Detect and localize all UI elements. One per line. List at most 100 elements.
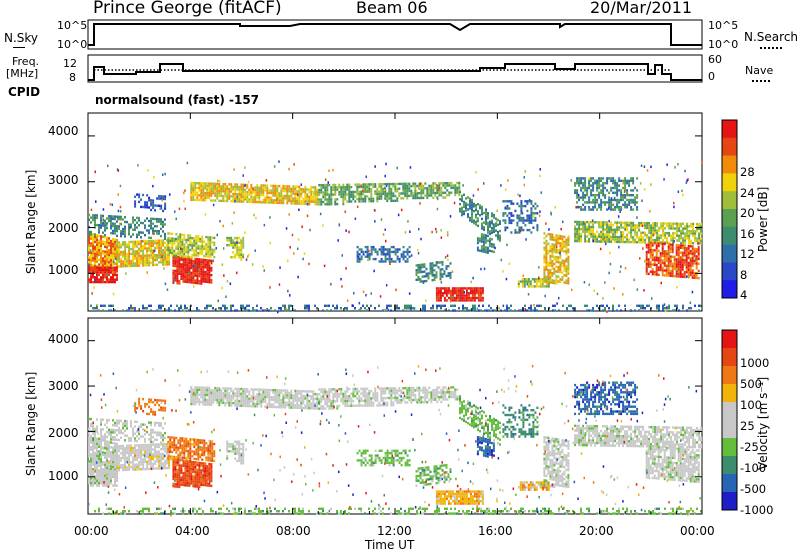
- scatter-cell: [136, 233, 138, 236]
- scatter-cell: [504, 219, 507, 222]
- speckle-cell: [89, 249, 92, 252]
- scatter-cell: [124, 243, 127, 246]
- scatter-cell: [402, 187, 405, 190]
- scatter-cell: [116, 225, 118, 228]
- scatter-cell: [590, 201, 593, 204]
- scatter-cell: [380, 183, 383, 186]
- scatter-cell: [232, 246, 235, 249]
- scatter-cell: [304, 200, 307, 203]
- scatter-cell: [551, 260, 554, 263]
- scatter-cell: [152, 222, 154, 225]
- scatter-cell: [216, 187, 219, 190]
- scatter-cell: [695, 274, 698, 277]
- speckle-cell: [95, 200, 97, 203]
- scatter-cell: [574, 230, 577, 233]
- scatter-cell: [118, 258, 121, 261]
- scatter-cell: [188, 281, 191, 284]
- scatter-cell: [549, 281, 552, 284]
- velocity-cb-100: 100: [740, 398, 762, 412]
- scatter-cell: [104, 468, 106, 471]
- scatter-cell: [568, 304, 570, 307]
- scatter-cell: [280, 199, 283, 202]
- scatter-cell: [467, 208, 469, 211]
- scatter-cell: [685, 254, 688, 257]
- scatter-cell: [634, 224, 637, 227]
- scatter-cell: [150, 239, 153, 243]
- scatter-cell: [414, 184, 417, 188]
- scatter-cell: [316, 203, 319, 206]
- scatter-cell: [276, 194, 279, 197]
- scatter-cell: [344, 186, 347, 189]
- scatter-cell: [187, 234, 190, 237]
- speckle-cell: [451, 295, 454, 299]
- scatter-cell: [430, 187, 433, 190]
- scatter-cell: [584, 232, 587, 236]
- scatter-cell: [436, 304, 438, 307]
- scatter-cell: [563, 245, 566, 248]
- scatter-cell: [100, 467, 102, 471]
- speckle-cell: [409, 230, 411, 233]
- scatter-cell: [446, 184, 449, 187]
- scatter-cell: [224, 183, 227, 186]
- scatter-cell: [630, 226, 633, 229]
- scatter-cell: [398, 187, 401, 190]
- scatter-cell: [232, 241, 235, 244]
- scatter-cell: [197, 247, 200, 250]
- scatter-cell: [504, 200, 507, 203]
- scatter-cell: [172, 262, 175, 265]
- scatter-cell: [474, 304, 476, 307]
- scatter-cell: [191, 244, 194, 247]
- scatter-cell: [196, 274, 199, 278]
- scatter-cell: [394, 199, 397, 202]
- scatter-cell: [226, 185, 229, 188]
- scatter-cell: [90, 221, 92, 224]
- scatter-cell: [190, 276, 193, 279]
- scatter-cell: [488, 244, 491, 248]
- scatter-cell: [128, 225, 130, 229]
- scatter-cell: [108, 273, 110, 277]
- scatter-cell: [584, 177, 587, 180]
- scatter-cell: [124, 245, 127, 249]
- scatter-cell: [384, 248, 387, 251]
- scatter-cell: [525, 278, 528, 281]
- scatter-cell: [194, 193, 197, 197]
- scatter-cell: [676, 224, 679, 228]
- scatter-cell: [499, 239, 501, 242]
- scatter-cell: [114, 227, 116, 230]
- scatter-cell: [314, 198, 317, 201]
- scatter-cell: [248, 309, 250, 312]
- scatter-cell: [150, 208, 153, 212]
- scatter-cell: [440, 189, 443, 192]
- scatter-cell: [160, 304, 162, 307]
- scatter-cell: [98, 477, 100, 480]
- scatter-cell: [586, 309, 588, 312]
- scatter-cell: [406, 189, 409, 193]
- scatter-cell: [578, 184, 581, 187]
- scatter-cell: [88, 417, 90, 421]
- scatter-cell: [578, 225, 581, 228]
- scatter-cell: [626, 228, 629, 232]
- scatter-cell: [482, 245, 485, 249]
- scatter-cell: [92, 249, 94, 253]
- scatter-cell: [690, 307, 692, 310]
- scatter-cell: [240, 193, 243, 196]
- scatter-cell: [626, 233, 629, 236]
- scatter-cell: [146, 264, 149, 267]
- scatter-cell: [158, 232, 160, 235]
- scatter-cell: [584, 208, 587, 211]
- speckle-cell: [219, 220, 221, 223]
- scatter-cell: [488, 237, 491, 240]
- scatter-cell: [202, 182, 205, 185]
- scatter-cell: [598, 240, 601, 243]
- scatter-cell: [567, 260, 570, 263]
- scatter-cell: [691, 271, 694, 275]
- scatter-cell: [194, 269, 197, 273]
- scatter-cell: [506, 214, 509, 217]
- scatter-cell: [578, 198, 581, 202]
- scatter-cell: [450, 191, 453, 194]
- scatter-cell: [543, 273, 546, 276]
- scatter-cell: [534, 207, 537, 210]
- scatter-cell: [190, 281, 193, 284]
- scatter-cell: [622, 240, 625, 244]
